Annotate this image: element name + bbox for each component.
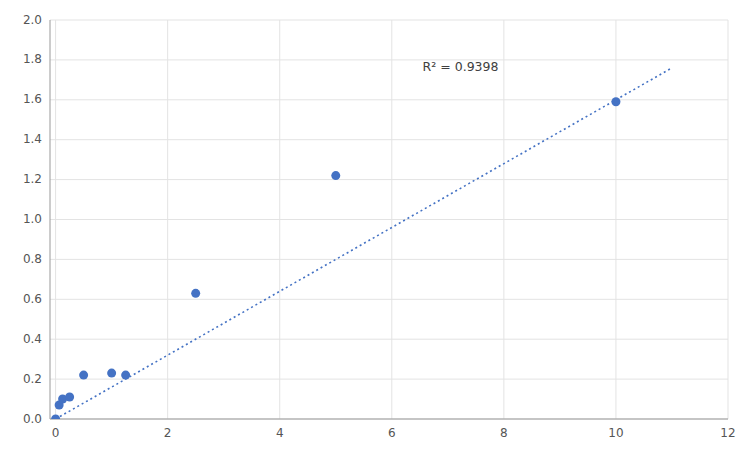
- y-grid-line: [50, 59, 728, 60]
- scatter-point: [51, 415, 60, 420]
- x-axis-line: [50, 419, 728, 420]
- x-grid-line: [167, 20, 168, 419]
- y-tick-label: 1.8: [23, 52, 42, 66]
- x-tick-label: 4: [276, 426, 284, 440]
- y-tick-label: 0.2: [23, 372, 42, 386]
- x-tick-label: 8: [500, 426, 508, 440]
- y-grid-line: [50, 419, 728, 420]
- x-tick-label: 6: [388, 426, 396, 440]
- scatter-point: [121, 371, 130, 380]
- trend-line: [56, 68, 672, 419]
- scatter-point: [79, 371, 88, 380]
- r-squared-annotation: R² = 0.9398: [423, 59, 499, 74]
- y-axis-line: [50, 20, 51, 419]
- y-tick-label: 1.6: [23, 92, 42, 106]
- x-grid-line: [55, 20, 56, 419]
- y-grid-line: [50, 179, 728, 180]
- scatter-point: [191, 289, 200, 298]
- plot-area: [51, 68, 672, 419]
- y-grid-line: [50, 99, 728, 100]
- scatter-point: [107, 369, 116, 378]
- y-grid-line: [50, 339, 728, 340]
- y-grid-line: [50, 219, 728, 220]
- y-tick-label: 0.0: [23, 412, 42, 426]
- x-tick-label: 12: [720, 426, 735, 440]
- x-grid-line: [279, 20, 280, 419]
- x-grid-line: [615, 20, 616, 419]
- scatter-point: [65, 393, 74, 402]
- y-tick-label: 1.0: [23, 212, 42, 226]
- y-tick-label: 0.4: [23, 332, 42, 346]
- y-grid-line: [50, 379, 728, 380]
- y-grid-line: [50, 20, 728, 21]
- x-grid-line: [503, 20, 504, 419]
- scatter-point: [611, 97, 620, 106]
- y-grid-line: [50, 139, 728, 140]
- annotations: R² = 0.9398: [423, 59, 499, 74]
- y-tick-label: 1.2: [23, 172, 42, 186]
- scatter-point: [331, 171, 340, 180]
- x-grid-line: [391, 20, 392, 419]
- y-tick-label: 0.8: [23, 252, 42, 266]
- chart-svg: 0.0 0.2 0.4 0.6 0.8 1.0 1.2 1.4 1.6 1.8 2.0 0 2 4 6 8 10…: [0, 0, 752, 451]
- x-grid-line: [728, 20, 729, 419]
- x-tick-label: 0: [52, 426, 60, 440]
- chart-container: 0.0 0.2 0.4 0.6 0.8 1.0 1.2 1.4 1.6 1.8 2.0 0 2 4 6 8 10…: [0, 0, 752, 451]
- grid: [50, 20, 728, 419]
- axes: 0.0 0.2 0.4 0.6 0.8 1.0 1.2 1.4 1.6 1.8 2.0 0 2 4 6 8 10…: [23, 13, 736, 441]
- x-tick-label: 10: [608, 426, 623, 440]
- y-grid-line: [50, 299, 728, 300]
- y-tick-label: 0.6: [23, 292, 42, 306]
- y-tick-label: 2.0: [23, 13, 42, 27]
- x-tick-label: 2: [164, 426, 172, 440]
- y-grid-line: [50, 259, 728, 260]
- y-tick-label: 1.4: [23, 132, 42, 146]
